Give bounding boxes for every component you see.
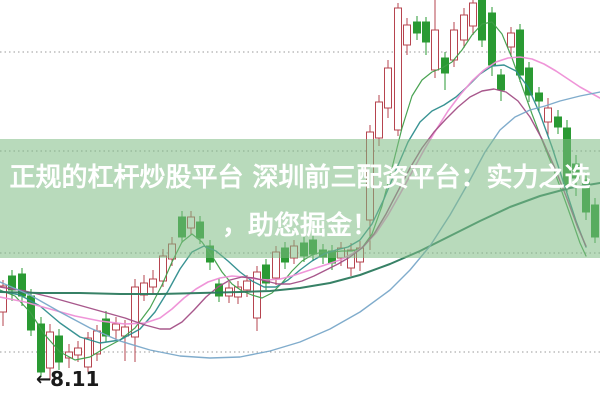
ma-darkmagenta bbox=[0, 88, 587, 330]
ma-fast-green bbox=[0, 21, 587, 361]
ma-slow-seagreen bbox=[0, 182, 600, 295]
low-price-value: 8.11 bbox=[50, 367, 100, 391]
ma-slow-steelblue bbox=[0, 91, 600, 359]
ma-pink bbox=[0, 56, 600, 325]
low-price-annotation: ← 8.11 bbox=[36, 367, 99, 391]
ma-teal bbox=[0, 64, 587, 344]
left-arrow-icon: ← bbox=[36, 368, 51, 390]
